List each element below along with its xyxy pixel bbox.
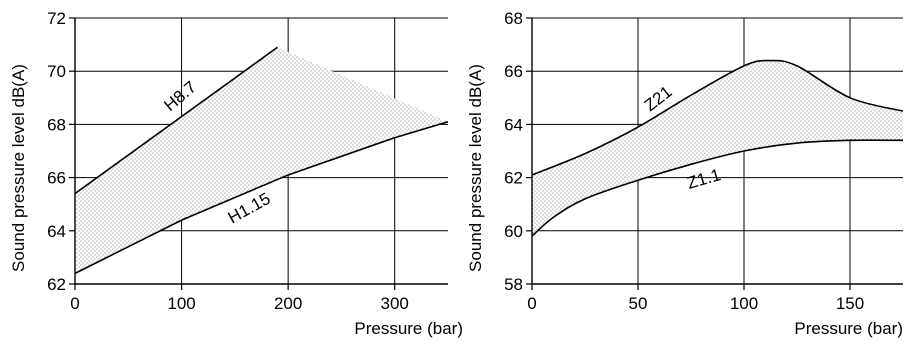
series-label-z1-1: Z1.1	[685, 165, 723, 193]
y-tick-label: 70	[47, 62, 66, 81]
y-ticks: 62 64 66 68 70 72	[47, 9, 75, 294]
band-fill	[532, 60, 903, 237]
x-tick-label: 100	[730, 294, 758, 313]
x-tick-label: 300	[381, 294, 409, 313]
series-line-h1-15	[74, 120, 449, 275]
band-fill	[75, 47, 448, 274]
x-tick-label: 0	[527, 294, 536, 313]
y-tick-label: 58	[504, 275, 523, 294]
x-tick-label: 50	[629, 294, 648, 313]
x-ticks: 0 100 200 300	[70, 284, 409, 313]
y-tick-label: 66	[47, 169, 66, 188]
y-tick-label: 62	[47, 275, 66, 294]
series-line-z21	[531, 59, 904, 176]
x-ticks: 0 50 100 150	[527, 284, 864, 313]
y-tick-label: 60	[504, 222, 523, 241]
y-tick-label: 64	[47, 222, 66, 241]
y-tick-label: 68	[47, 115, 66, 134]
y-ticks: 58 60 62 64 66 68	[504, 9, 532, 294]
x-axis-label: Pressure (bar)	[794, 319, 903, 338]
y-tick-label: 72	[47, 9, 66, 28]
y-axis-label: Sound pressure level dB(A)	[466, 64, 485, 272]
y-tick-label: 66	[504, 62, 523, 81]
x-tick-label: 100	[167, 294, 195, 313]
x-tick-label: 0	[70, 294, 79, 313]
x-tick-label: 200	[274, 294, 302, 313]
y-axis-label: Sound pressure level dB(A)	[9, 64, 28, 272]
x-tick-label: 150	[836, 294, 864, 313]
x-axis-label: Pressure (bar)	[354, 319, 463, 338]
y-tick-label: 62	[504, 169, 523, 188]
series-line-z1-1	[531, 139, 904, 237]
y-tick-label: 64	[504, 115, 523, 134]
series-line-h8-7	[74, 46, 278, 195]
y-tick-label: 68	[504, 9, 523, 28]
